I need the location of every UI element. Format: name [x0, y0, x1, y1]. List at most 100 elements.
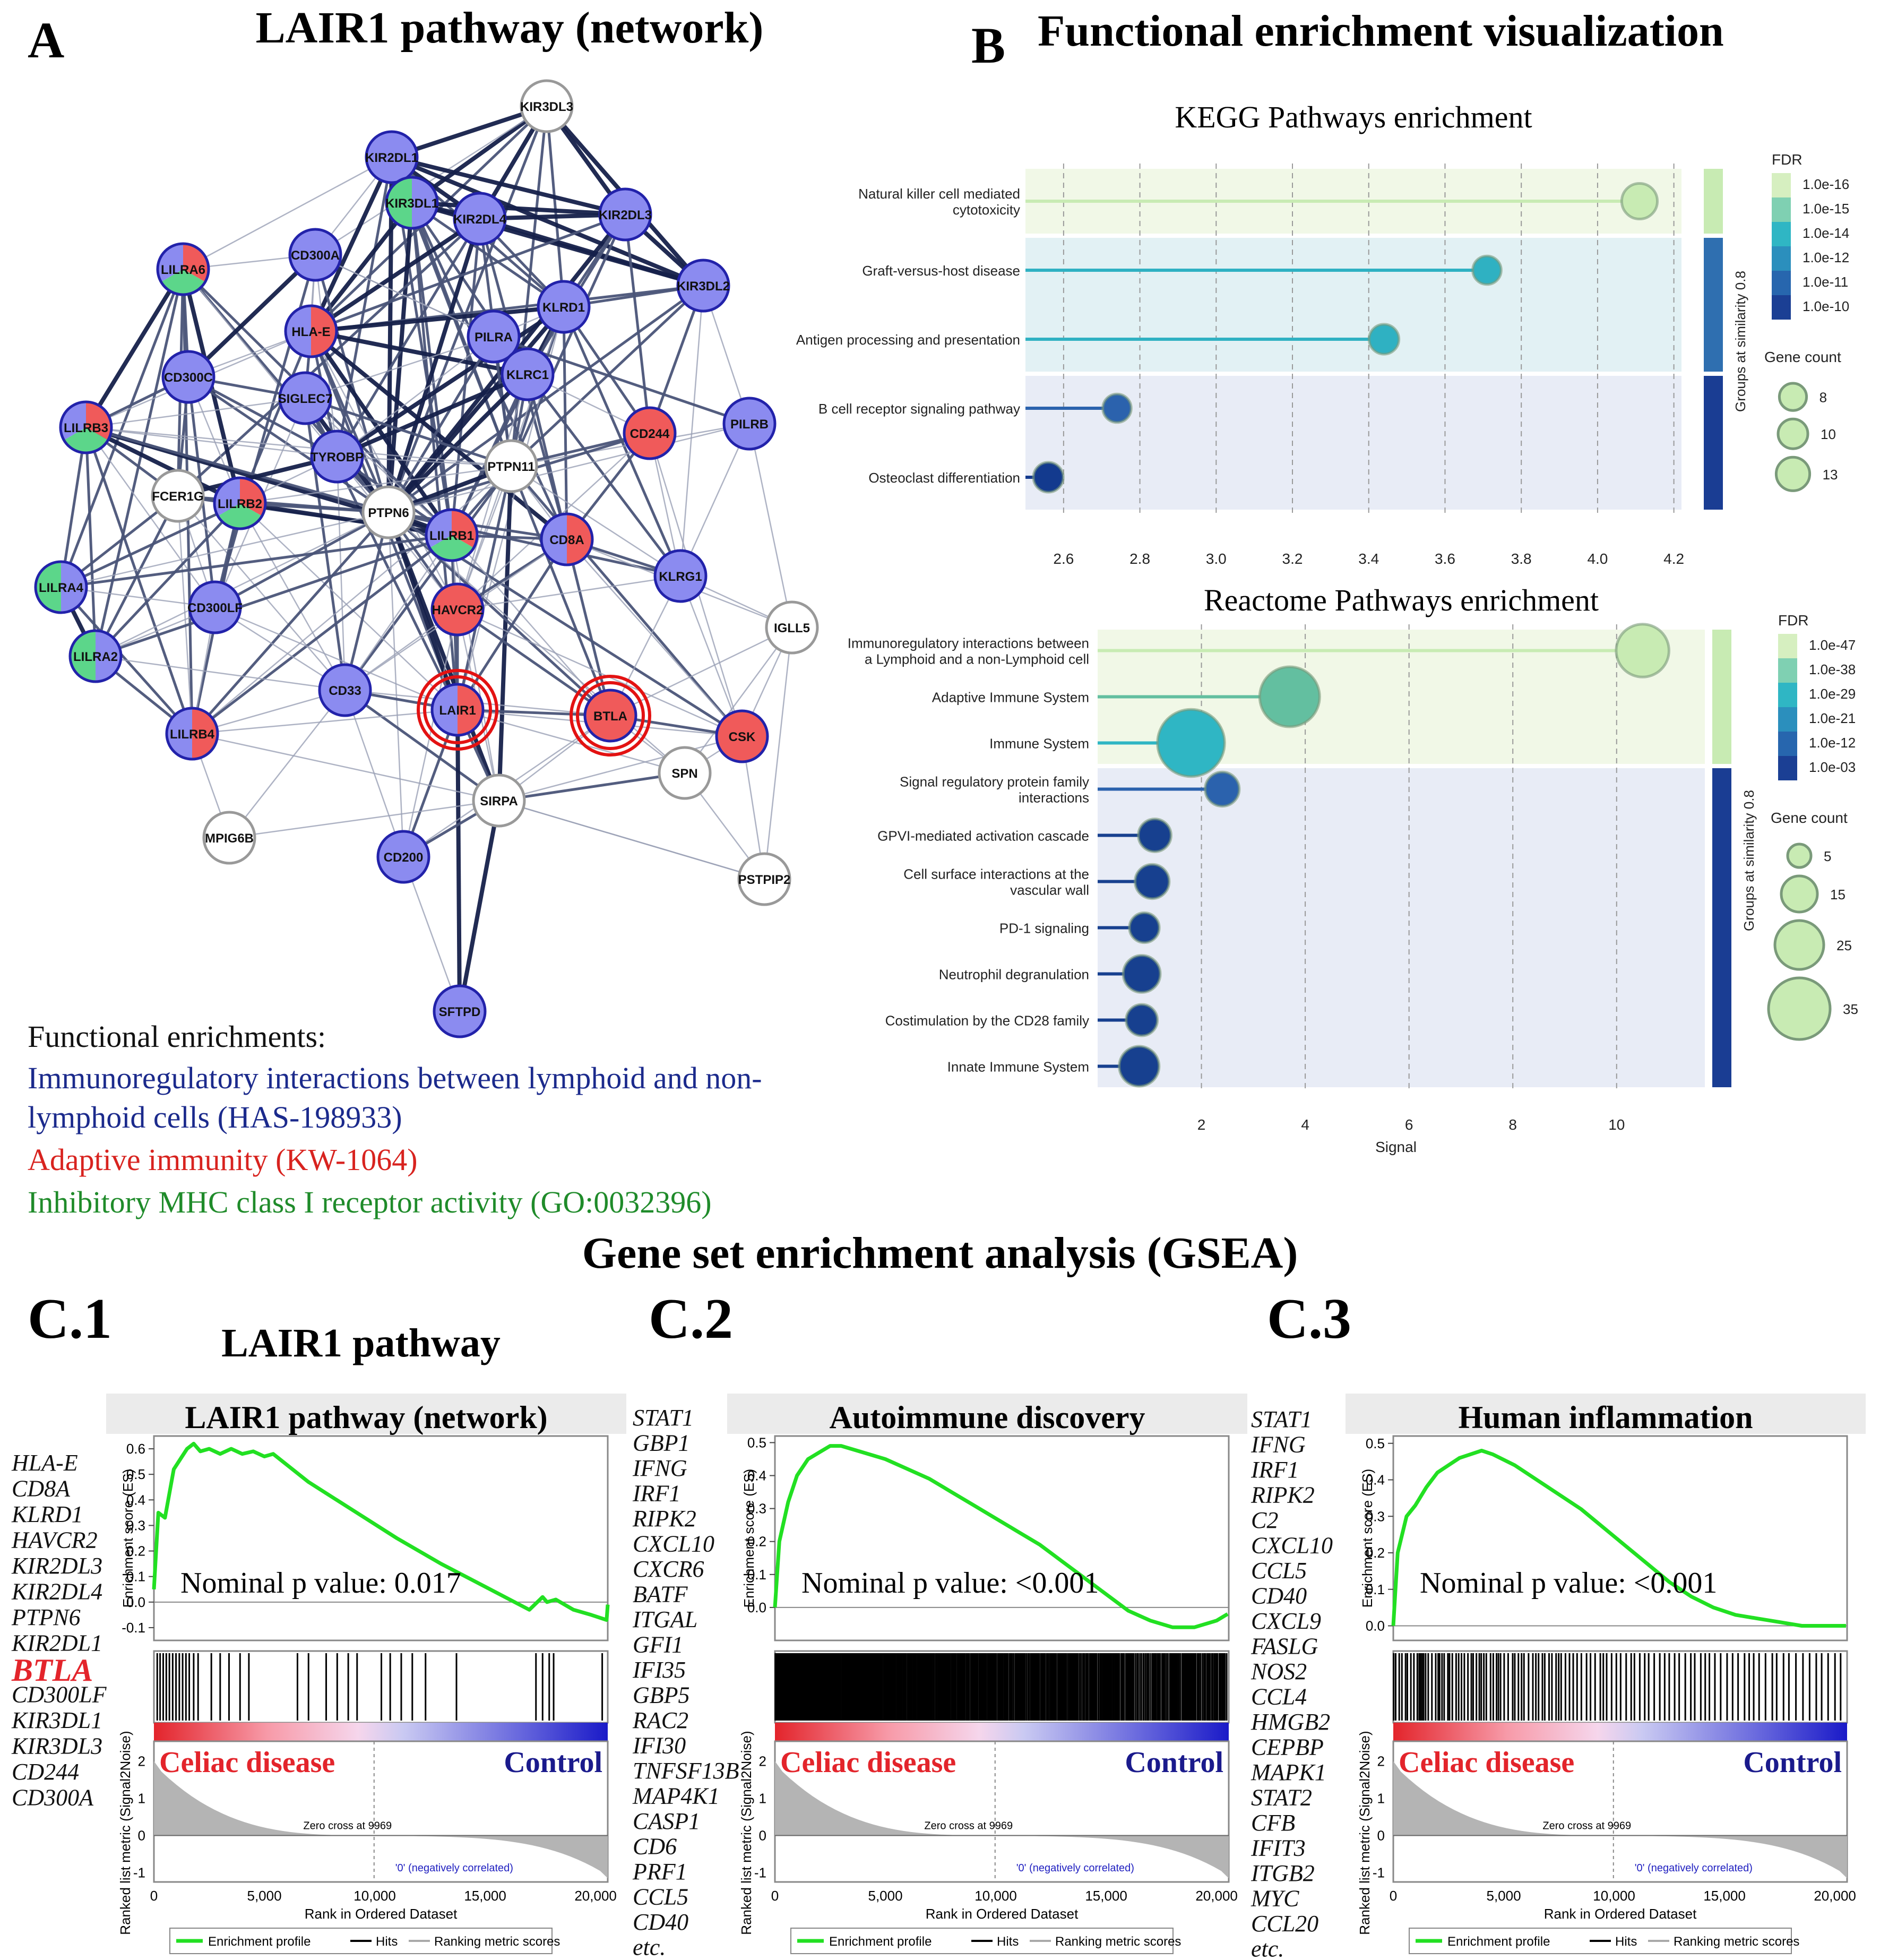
core-gene: CXCL9	[1251, 1608, 1321, 1634]
core-gene: CFB	[1251, 1810, 1295, 1836]
edge-lilrb3-siglec7	[85, 397, 306, 428]
kegg-chart: KEGG Pathways enrichment 2.6 2.8 3.0 3.2 3.4 3…	[796, 100, 1849, 567]
node-fill	[659, 747, 710, 798]
term-label: Natural killer cell mediated	[858, 186, 1020, 202]
node-lilrb1: LILRB1	[425, 508, 479, 562]
core-gene: CD40	[1251, 1583, 1307, 1609]
node-border	[278, 371, 332, 425]
panel-letter: C.3	[1267, 1287, 1351, 1351]
es-tick-label: 0.5	[1366, 1435, 1385, 1451]
group-bar	[1704, 238, 1723, 372]
node-border	[676, 259, 730, 313]
gene-count-label: 8	[1819, 390, 1827, 406]
edge-kir2dl4-hla-e	[309, 217, 481, 333]
node-label: MPIG6B	[205, 831, 254, 846]
node-label: LAIR1	[439, 703, 476, 718]
node-border	[34, 560, 88, 614]
core-gene: HLA-E	[11, 1450, 78, 1476]
core-gene: IRF1	[632, 1481, 680, 1507]
panel-supertitle: LAIR1 pathway	[221, 1321, 501, 1365]
panel-letter: C.1	[28, 1287, 112, 1351]
node-cd244: CD244	[623, 406, 677, 460]
node-label: LILRB3	[64, 421, 108, 435]
node-label: CD244	[630, 427, 670, 441]
node-fill	[363, 487, 414, 538]
metric-tick-label: 2	[138, 1753, 145, 1769]
x-tick-label: 10,000	[975, 1888, 1017, 1904]
node-fill	[434, 986, 485, 1037]
zero-cross-label: Zero cross at 9969	[1542, 1820, 1631, 1832]
node-klrc1: KLRC1	[501, 347, 555, 401]
lollipop-dot	[1032, 461, 1065, 494]
x-tick: 2	[1197, 1116, 1206, 1133]
node-fill	[280, 373, 331, 424]
core-gene: GBP1	[633, 1430, 690, 1456]
network-legend: Functional enrichments: Immunoregulatory…	[28, 1019, 762, 1219]
x-tick: 4	[1301, 1116, 1309, 1133]
term-label: a Lymphoid and a non-Lymphoid cell	[865, 651, 1089, 667]
node-ring	[570, 675, 651, 757]
node-border	[284, 304, 338, 358]
plot-title: Reactome Pathways enrichment	[1204, 583, 1599, 617]
core-gene: C2	[1251, 1507, 1278, 1533]
metric-tick-label: 2	[1377, 1753, 1385, 1769]
edge-lair1-lilrb4	[192, 709, 458, 735]
fdr-label: 1.0e-12	[1803, 250, 1849, 265]
edge-kir3dl1-kir2dl3	[411, 201, 626, 217]
group-band	[1098, 768, 1705, 1087]
node-klrd1: KLRD1	[537, 280, 591, 334]
metric-tick-label: 0	[759, 1828, 766, 1844]
groups-label: Groups at similarity 0.8	[1732, 271, 1748, 412]
legend-metric: Ranking metric scores	[434, 1935, 560, 1949]
core-gene: IFI35	[632, 1657, 686, 1683]
core-gene: STAT1	[1251, 1406, 1312, 1432]
metric-tick-label: 0	[1377, 1828, 1385, 1844]
celiac-label: Celiac disease	[159, 1746, 335, 1779]
core-gene: CD8A	[12, 1476, 71, 1502]
edge-fcer1g-lilrb4	[177, 495, 193, 734]
edge-kir3dl1-klrd1	[411, 201, 565, 308]
node-border	[623, 406, 677, 460]
term-label: Costimulation by the CD28 family	[885, 1013, 1089, 1029]
core-gene: CXCL10	[1251, 1533, 1333, 1559]
node-label: KIR2DL4	[453, 212, 507, 227]
es-tick-label: 0.5	[747, 1434, 766, 1450]
node-label: KIR3DL1	[385, 196, 438, 211]
plot-title: Autoimmune discovery	[830, 1400, 1145, 1435]
node-ptpn6: PTPN6	[361, 485, 416, 539]
edge-pilra-ptpn6	[387, 336, 495, 513]
edge-ptpn6-sirpa	[386, 511, 501, 802]
node-label: LILRB1	[429, 529, 474, 543]
node-label: KLRD1	[542, 300, 585, 315]
edge-lilrb4-sirpa	[192, 733, 499, 802]
lollipop-dot	[1101, 392, 1133, 424]
hits	[1393, 1653, 1842, 1721]
term-label: B cell receptor signaling pathway	[818, 401, 1020, 417]
group-bar	[1712, 768, 1731, 1087]
fdr-label: 1.0e-21	[1809, 710, 1856, 726]
gene-count-dot	[1786, 843, 1813, 869]
node-label: CD8A	[549, 533, 584, 547]
gene-count-dot	[1780, 874, 1819, 914]
node-border	[520, 79, 574, 133]
fdr-label: 1.0e-29	[1809, 686, 1856, 702]
edge-lilrb1-lilrb4	[191, 534, 453, 735]
node-fill	[521, 81, 572, 132]
es-tick-label: 0.0	[126, 1594, 145, 1610]
node-border	[467, 310, 521, 364]
es-tick-label: 0.2	[126, 1543, 145, 1559]
title-bar	[106, 1394, 626, 1434]
core-gene: CD244	[12, 1759, 79, 1785]
es-tick-label: 0.1	[126, 1569, 145, 1585]
core-gene: BATF	[633, 1581, 688, 1607]
metric-frame	[774, 1740, 1230, 1883]
title-bar	[727, 1394, 1247, 1434]
legend-metric: Ranking metric scores	[1674, 1935, 1799, 1949]
core-gene: CCL5	[1251, 1558, 1307, 1584]
network-nodes: KIR3DL3 KIR2DL1 KIR3DL1 KIR2DL4 KIR2DL3 KIR3D…	[34, 79, 819, 1038]
metric-tick-label: 1	[138, 1791, 145, 1807]
node-fill	[152, 470, 203, 521]
node-border	[722, 397, 777, 451]
legend-blue-line1: Immunoregulatory interactions between ly…	[28, 1061, 762, 1095]
term-label: cytotoxicity	[953, 202, 1020, 218]
